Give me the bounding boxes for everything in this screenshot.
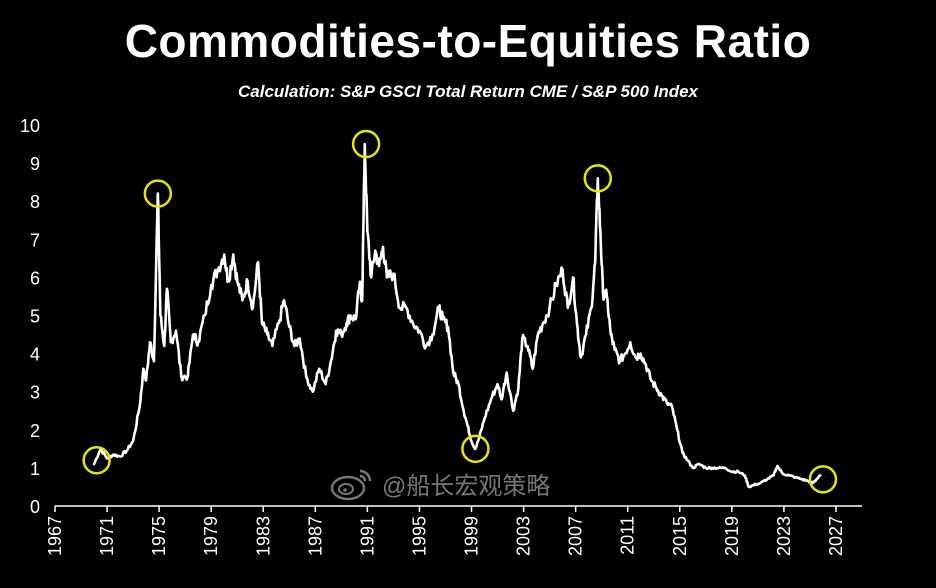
series-group — [92, 142, 822, 489]
x-tick-label: 1995 — [409, 516, 429, 556]
x-tick-label: 1967 — [45, 516, 65, 556]
highlight-circle — [461, 434, 490, 464]
x-axis: 1967 1971 1975 1979 1983 1987 1991 1995 1999 2003… — [45, 506, 846, 556]
x-tick-label: 2027 — [826, 516, 846, 556]
watermark: @船长宏观策略 — [330, 466, 550, 501]
x-tick-label: 1987 — [305, 516, 325, 556]
series-line — [92, 142, 822, 489]
y-tick-label: 8 — [30, 192, 40, 212]
chart-subtitle: Calculation: S&P GSCI Total Return CME /… — [237, 82, 699, 101]
highlight-circle — [143, 179, 173, 208]
x-tick-label: 2019 — [722, 516, 742, 556]
y-tick-label: 3 — [30, 383, 40, 403]
highlight-circle — [82, 446, 111, 475]
x-tick-label: 2007 — [566, 516, 586, 556]
chart-title: Commodities-to-Equities Ratio — [124, 15, 812, 67]
x-tick-label: 1991 — [357, 516, 377, 556]
y-tick-label: 0 — [30, 497, 40, 517]
highlight-circles — [82, 129, 838, 494]
y-tick-label: 6 — [30, 268, 40, 288]
highlight-circle — [351, 129, 381, 159]
y-tick-label: 7 — [30, 230, 40, 250]
y-axis: 0 1 2 3 4 5 6 7 8 9 10 — [20, 116, 40, 517]
x-tick-label: 1979 — [201, 516, 221, 556]
y-tick-label: 4 — [30, 345, 40, 365]
y-tick-label: 9 — [30, 154, 40, 174]
x-tick-label: 2015 — [670, 516, 690, 556]
x-tick-label: 2023 — [774, 516, 794, 556]
x-tick-label: 1999 — [462, 516, 482, 556]
x-tick-label: 2003 — [514, 516, 534, 556]
x-tick-label: 1975 — [149, 516, 169, 556]
x-tick-label: 1983 — [253, 516, 273, 556]
y-tick-label: 5 — [30, 307, 40, 327]
weibo-logo-icon — [330, 469, 372, 500]
y-tick-label: 1 — [30, 459, 40, 479]
x-tick-label: 2011 — [618, 516, 638, 555]
x-tick-label: 1971 — [97, 516, 117, 556]
watermark-text: @船长宏观策略 — [382, 473, 551, 500]
y-tick-label: 10 — [20, 116, 40, 136]
highlight-circle — [808, 465, 838, 494]
highlight-circle — [583, 164, 613, 193]
y-tick-label: 2 — [30, 421, 40, 441]
